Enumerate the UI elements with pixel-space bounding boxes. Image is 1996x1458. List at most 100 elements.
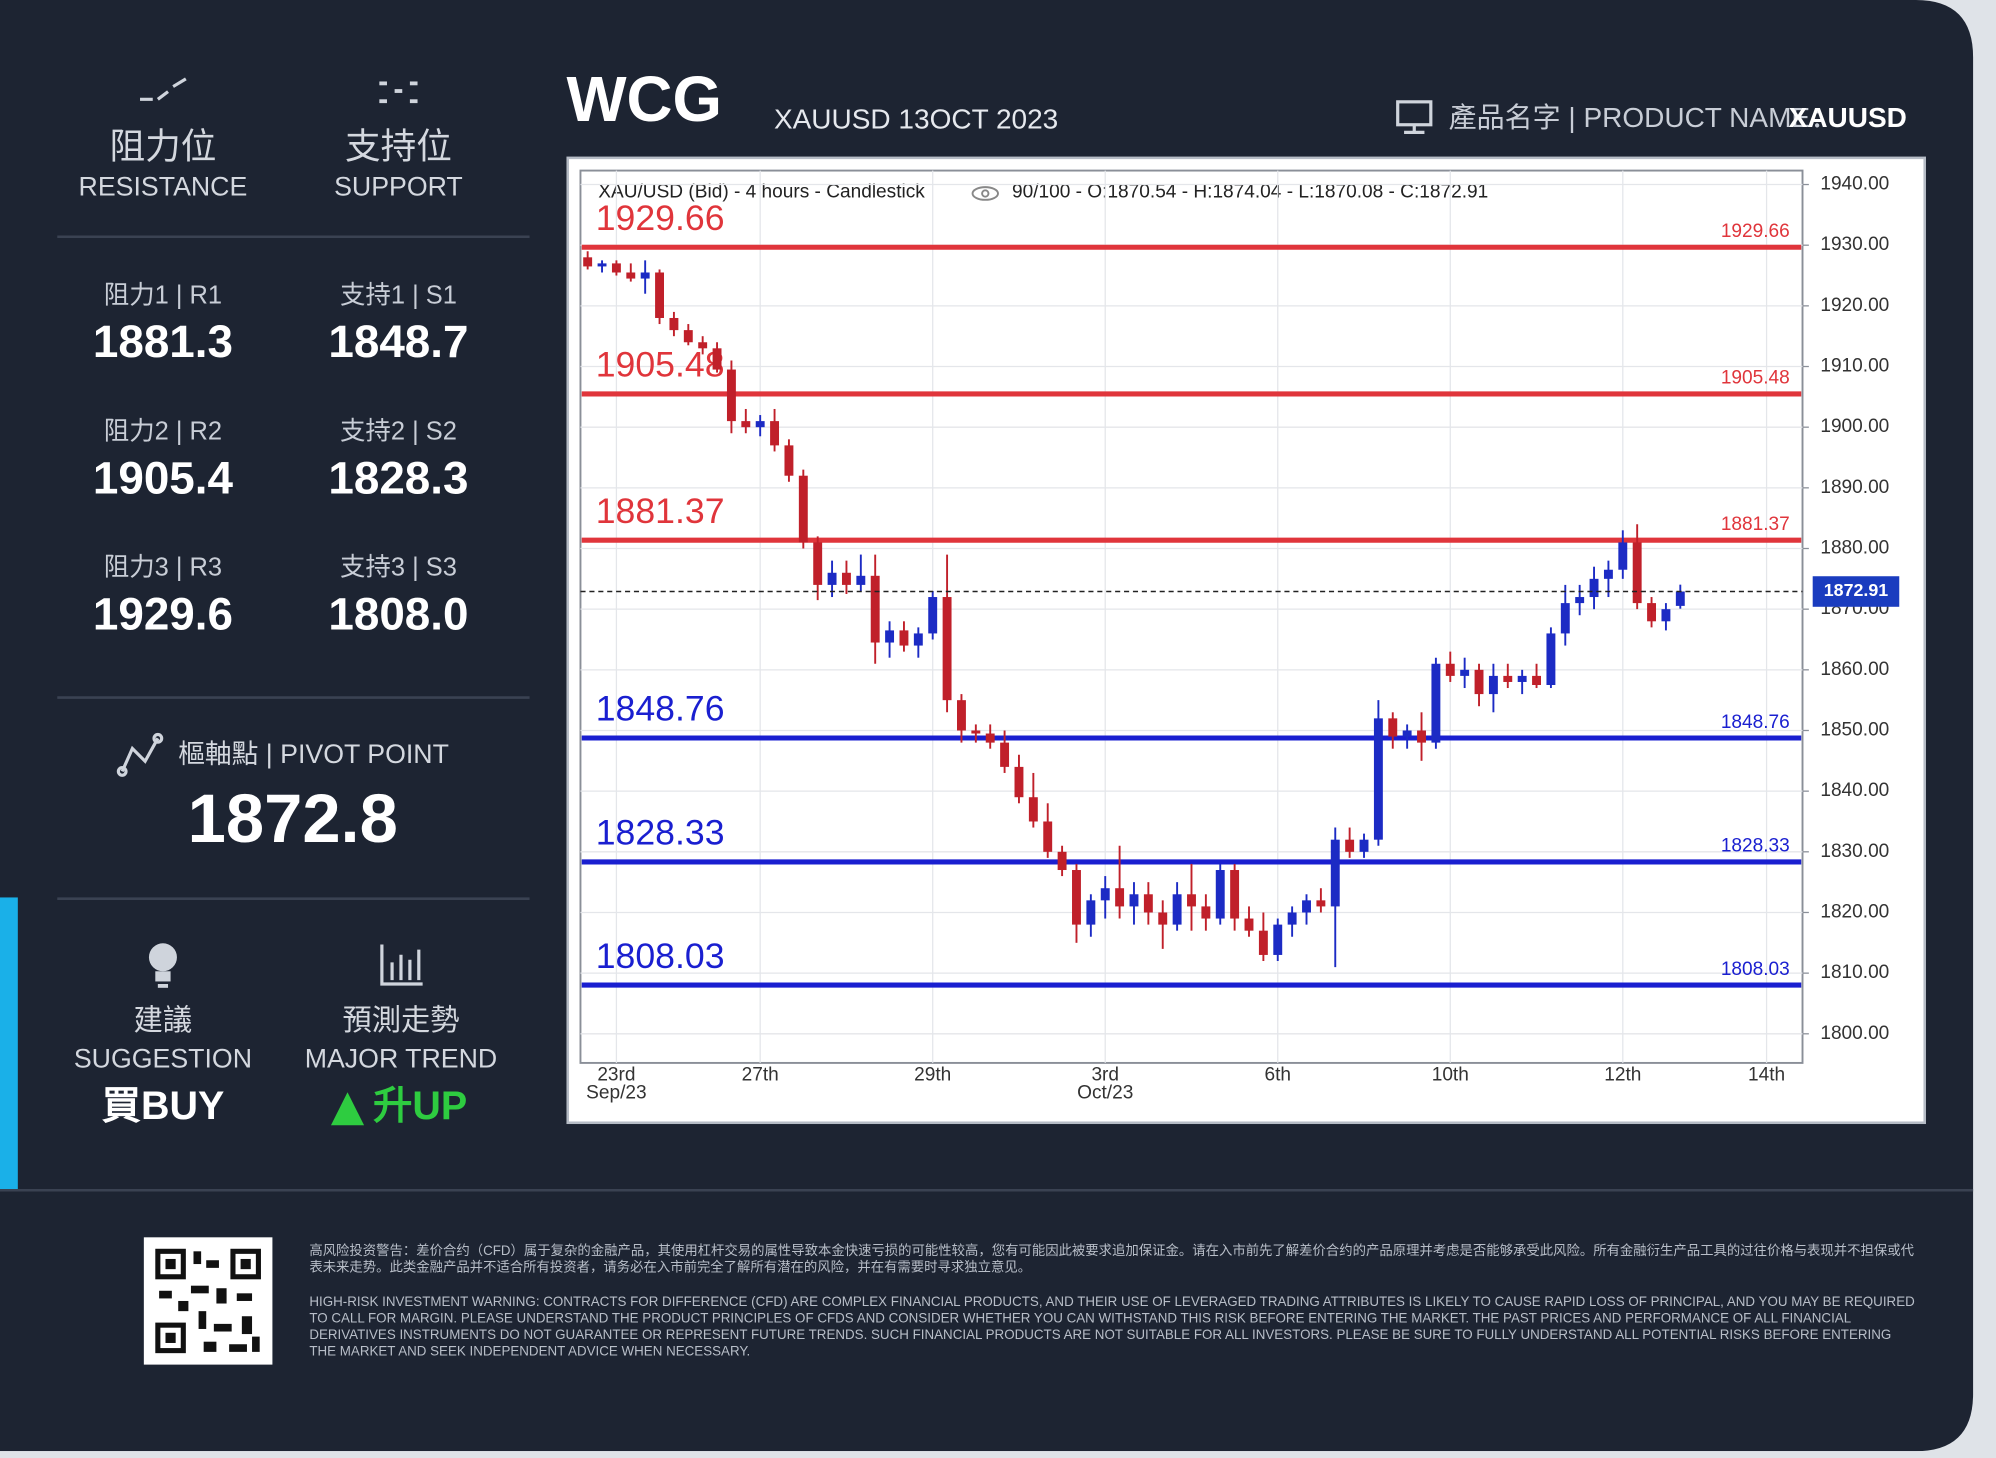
candle-body <box>755 421 765 428</box>
candle-body <box>1086 900 1096 925</box>
candle-body <box>899 630 909 646</box>
candle-body <box>856 575 866 585</box>
level-label: 1905.48 <box>596 345 725 385</box>
candle-body <box>1575 597 1585 604</box>
support-zh: 支持位 <box>345 126 452 166</box>
trend-value: 升UP <box>373 1084 467 1128</box>
product-value: XAUUSD <box>1789 102 1907 133</box>
candle-body <box>1057 851 1067 871</box>
suggestion-en: SUGGESTION <box>74 1043 252 1073</box>
level-label-small: 1848.76 <box>1721 712 1790 733</box>
level-label: 支持1 | S1 <box>340 281 457 309</box>
pivot-label: 樞軸點 | PIVOT POINT <box>178 739 449 769</box>
x-tick-label: 6th <box>1264 1065 1291 1086</box>
candle-body <box>770 421 780 446</box>
candle-body <box>1302 900 1311 913</box>
accent-bar <box>0 897 18 1191</box>
y-tick-label: 1920.00 <box>1820 295 1889 316</box>
candle-body <box>1172 894 1182 925</box>
up-triangle <box>330 1092 365 1126</box>
level-label: 阻力1 | R1 <box>104 281 222 309</box>
candle-body <box>626 272 636 279</box>
candle-body <box>1115 888 1125 907</box>
level-label: 1848.76 <box>596 689 725 729</box>
candle-body <box>971 730 981 734</box>
candle-body <box>1043 821 1053 852</box>
candle-body <box>1632 542 1642 604</box>
support-icon <box>379 81 418 104</box>
candle-body <box>1618 542 1628 570</box>
candle-body <box>597 263 607 267</box>
y-tick-label: 1830.00 <box>1820 841 1889 862</box>
candle-body <box>1215 870 1225 919</box>
candle-body <box>1474 669 1484 695</box>
candle-body <box>1431 663 1441 743</box>
candle-body <box>1603 569 1613 579</box>
candle-body <box>1560 603 1570 634</box>
level-value: 1848.7 <box>328 316 468 367</box>
last-price-box <box>1812 576 1900 607</box>
y-tick-label: 1810.00 <box>1820 962 1889 983</box>
candle-body <box>928 597 938 634</box>
suggestion-value: 買BUY <box>102 1084 225 1128</box>
candle-body <box>1532 675 1541 685</box>
candle-body <box>1345 839 1355 852</box>
candle-body <box>712 348 722 370</box>
candle-body <box>870 575 880 643</box>
candle-body <box>1417 730 1426 743</box>
y-tick-label: 1850.00 <box>1820 720 1889 741</box>
candle-body <box>957 700 966 731</box>
logo: WCG <box>566 64 722 135</box>
candle-body <box>1143 894 1153 913</box>
y-tick-label: 1860.00 <box>1820 659 1889 680</box>
candle-body <box>726 369 736 422</box>
candle-body <box>1230 870 1240 919</box>
candle-body <box>1258 930 1268 955</box>
candle-body <box>1388 718 1398 737</box>
candle-body <box>1402 730 1412 737</box>
candle-body <box>1517 675 1527 682</box>
x-tick-label: 14th <box>1748 1065 1785 1086</box>
x-tick-label: 10th <box>1432 1065 1469 1086</box>
resistance-en: RESISTANCE <box>79 171 248 201</box>
candle-body <box>885 630 895 643</box>
candle-body <box>1503 675 1513 682</box>
level-value: 1808.0 <box>328 588 468 639</box>
candle-body <box>1014 766 1024 798</box>
y-tick-label: 1840.00 <box>1820 780 1889 801</box>
level-label-small: 1881.37 <box>1721 514 1790 535</box>
level-label: 1881.37 <box>596 491 725 531</box>
eye-icon <box>971 186 999 201</box>
level-label: 阻力2 | R2 <box>104 418 222 446</box>
level-value: 1828.3 <box>328 452 468 503</box>
candle-body <box>1072 870 1081 925</box>
candle-body <box>1158 912 1168 925</box>
chart: 1800.00 1810.00 1820.00 1830.00 1840.00 1850.… <box>580 170 1900 1104</box>
level-label: 支持3 | S3 <box>340 554 457 582</box>
candle-body <box>1187 894 1196 907</box>
candle-body <box>841 572 851 585</box>
level-label-small: 1808.03 <box>1721 959 1790 980</box>
disclaimer-zh: 高风险投资警告：差价合约（CFD）属于复杂的金融产品，其使用杠杆交易的属性导致本… <box>309 1243 1914 1276</box>
level-label: 阻力3 | R3 <box>104 554 222 582</box>
candle-body <box>1000 742 1010 767</box>
level-value: 1905.4 <box>93 452 234 503</box>
resistance-zh: 阻力位 <box>110 126 217 166</box>
monitor-icon <box>1396 100 1433 134</box>
trend-en: MAJOR TREND <box>305 1043 497 1073</box>
candle-body <box>1445 663 1455 676</box>
candle-body <box>683 330 693 343</box>
suggestion-zh: 建議 <box>134 1004 193 1037</box>
candle-body <box>1273 924 1283 955</box>
level-label-small: 1929.66 <box>1721 221 1790 242</box>
candle-body <box>827 572 837 585</box>
level-value: 1881.3 <box>93 316 233 367</box>
candle-body <box>1460 669 1470 676</box>
level-label: 1828.33 <box>596 813 725 853</box>
resistance-icon <box>140 77 187 101</box>
y-tick-label: 1900.00 <box>1820 416 1889 437</box>
pivot-icon <box>116 732 164 777</box>
